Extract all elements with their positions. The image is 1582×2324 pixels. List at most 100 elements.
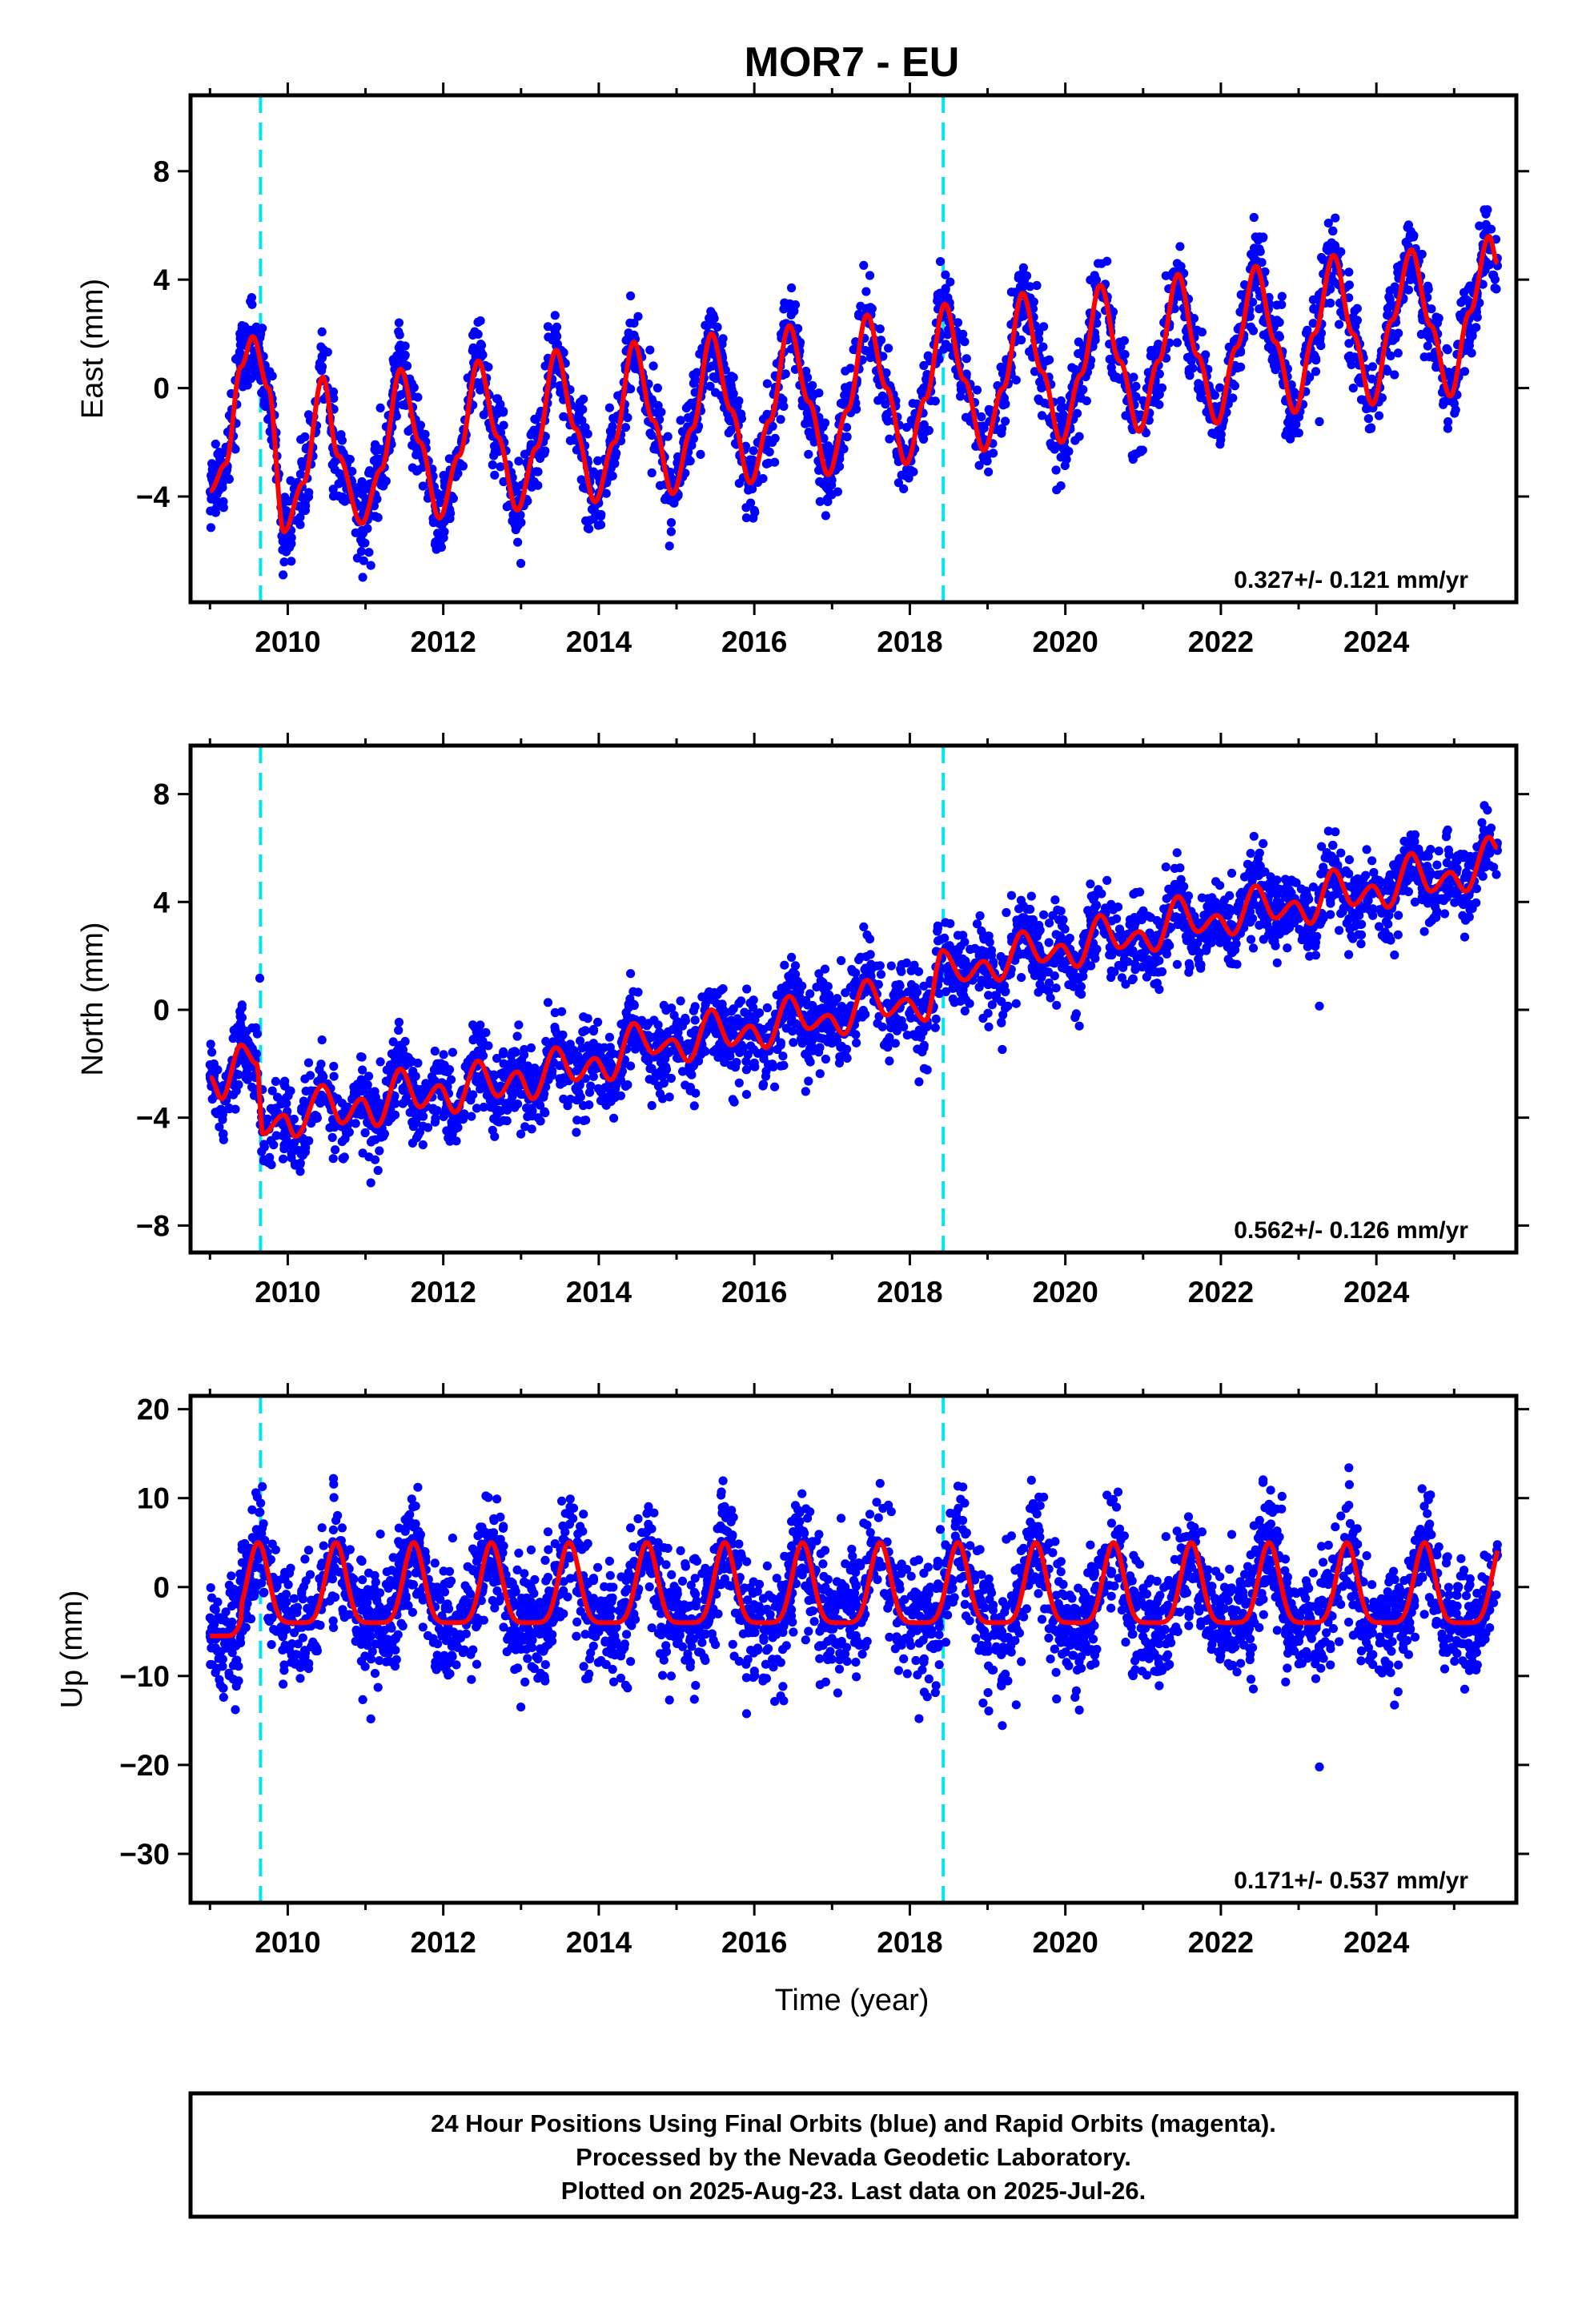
east-data-point (1026, 282, 1035, 292)
north-data-point (338, 1153, 347, 1163)
north-data-point (373, 1165, 383, 1176)
east-data-point (728, 388, 737, 397)
north-data-point (804, 1076, 813, 1086)
east-data-point (1194, 384, 1203, 394)
east-data-point (468, 330, 478, 340)
east-data-point (692, 368, 702, 377)
east-data-point (998, 400, 1008, 410)
north-data-point (1259, 838, 1268, 848)
east-data-point (1344, 339, 1354, 348)
east-data-point (300, 432, 310, 442)
east-data-point (1316, 341, 1326, 351)
east-data-point (762, 379, 773, 388)
east-x-tick-label: 2022 (1188, 625, 1254, 658)
east-data-point (232, 353, 242, 363)
east-data-point (962, 354, 971, 364)
north-data-point (337, 1137, 347, 1147)
east-data-point (291, 516, 301, 525)
north-data-point (690, 1015, 700, 1025)
east-data-point (1275, 317, 1284, 328)
east-data-point (859, 260, 869, 270)
east-data-point (468, 346, 477, 356)
east-data-point (295, 469, 305, 479)
north-data-point (954, 947, 963, 956)
east-data-point (1450, 408, 1460, 418)
east-data-point (1465, 330, 1475, 340)
east-data-point (394, 356, 404, 365)
east-data-point (206, 506, 215, 516)
east-data-point (666, 518, 677, 528)
east-x-tick-label: 2020 (1033, 625, 1098, 658)
east-data-point (861, 287, 871, 296)
east-data-point (206, 523, 215, 533)
north-data-point (1439, 909, 1450, 919)
east-data-point (436, 497, 445, 508)
east-data-point (317, 327, 327, 336)
east-data-point (625, 318, 635, 328)
north-data-point (328, 1154, 338, 1164)
east-data-point (842, 432, 852, 442)
east-data-point (1216, 429, 1226, 440)
east-data-point (247, 354, 257, 364)
east-data-point (821, 511, 830, 521)
east-data-point (1102, 256, 1112, 266)
east-data-point (1058, 410, 1068, 420)
east-data-point (943, 293, 953, 303)
north-data-point (789, 1038, 798, 1047)
east-data-point (626, 384, 636, 394)
east-data-point (776, 415, 785, 424)
east-data-point (526, 440, 536, 449)
east-data-point (1215, 440, 1225, 449)
east-data-point (833, 487, 842, 497)
east-data-point (1184, 368, 1194, 377)
east-data-point (1390, 282, 1399, 292)
east-data-point (596, 509, 606, 520)
north-data-point (728, 1095, 737, 1104)
east-data-point (364, 548, 374, 557)
east-data-point (676, 416, 685, 425)
east-data-point (513, 537, 523, 547)
north-data-point (734, 1078, 744, 1088)
east-data-point (1480, 205, 1489, 215)
north-data-point (448, 1047, 458, 1057)
east-data-point (977, 412, 986, 422)
east-data-point (463, 373, 472, 383)
east-data-point (1285, 413, 1295, 423)
east-data-point (706, 307, 716, 316)
east-data-point (1431, 363, 1441, 372)
east-data-point (1323, 241, 1332, 251)
east-data-point (1275, 332, 1284, 342)
east-data-point (1381, 364, 1391, 374)
east-data-point (1308, 295, 1318, 304)
east-data-point (499, 420, 508, 430)
north-data-point (1091, 900, 1102, 910)
east-data-point (1345, 351, 1355, 360)
east-velocity-label: 0.327+/- 0.121 mm/yr (1234, 567, 1468, 593)
north-data-point (978, 1013, 988, 1023)
east-data-point (701, 320, 710, 330)
east-data-point (1408, 232, 1419, 242)
east-data-point (583, 524, 593, 533)
east-data-point (1052, 485, 1062, 495)
east-data-point (391, 412, 401, 421)
east-data-point (490, 447, 500, 456)
east-data-point (259, 400, 269, 410)
east-data-point (345, 455, 355, 464)
east-data-point (1305, 372, 1315, 382)
north-data-point (1460, 932, 1470, 942)
north-data-point (1028, 965, 1038, 975)
north-data-point (366, 1178, 375, 1188)
north-data-point (814, 969, 824, 979)
east-data-point (1248, 326, 1259, 336)
east-data-point (238, 382, 247, 392)
east-data-point (444, 454, 454, 464)
east-data-point (726, 376, 736, 386)
east-data-point (1154, 384, 1163, 394)
east-data-point (1424, 352, 1434, 362)
east-data-point (941, 340, 950, 349)
east-data-point (608, 471, 617, 480)
east-data-point (865, 353, 875, 363)
east-data-point (881, 368, 891, 378)
north-data-point (1362, 845, 1371, 854)
east-data-point (1331, 213, 1340, 223)
